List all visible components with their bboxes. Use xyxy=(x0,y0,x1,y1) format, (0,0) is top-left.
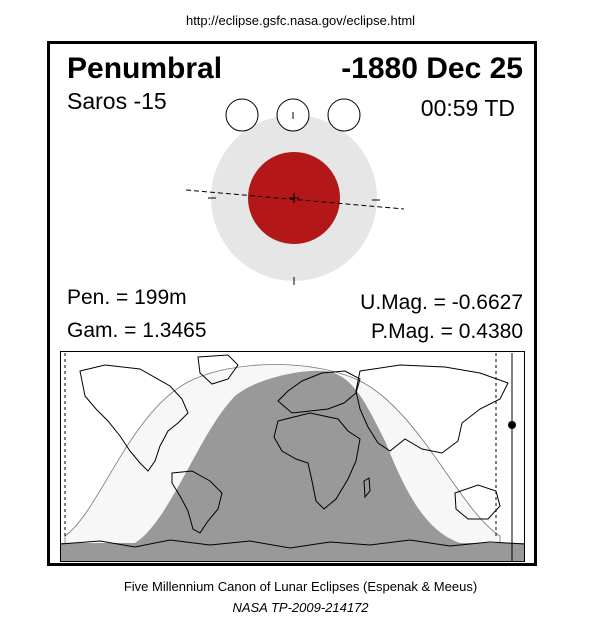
antarctica-outline xyxy=(60,539,525,549)
north-america-outline xyxy=(79,364,189,472)
south-america-outline xyxy=(171,470,223,534)
greenland-outline xyxy=(197,354,239,385)
source-url[interactable]: http://eclipse.gsfc.nasa.gov/eclipse.htm… xyxy=(185,13,416,28)
moon-first-contact xyxy=(225,98,259,132)
eclipse-visible-zone xyxy=(60,370,525,562)
nasa-publication-id: NASA TP-2009-214172 xyxy=(232,600,369,615)
moon-last-contact xyxy=(327,98,361,132)
visibility-world-map xyxy=(60,351,525,562)
penumbral-duration: Pen. = 199m xyxy=(67,286,187,309)
eclipse-date: -1880 Dec 25 xyxy=(341,52,523,85)
saros-number: Saros -15 xyxy=(67,88,167,114)
eclipse-frame xyxy=(47,41,537,566)
madagascar-outline xyxy=(363,477,371,499)
australia-outline xyxy=(454,484,501,520)
greatest-eclipse-time: 00:59 TD xyxy=(420,95,515,121)
eclipse-type: Penumbral xyxy=(67,52,223,85)
moon-path-line xyxy=(185,189,405,210)
europe-outline xyxy=(277,370,361,414)
africa-outline xyxy=(273,412,361,510)
asia-outline xyxy=(355,364,509,454)
canon-credit: Five Millennium Canon of Lunar Eclipses … xyxy=(123,579,478,594)
map-border xyxy=(60,351,525,562)
penumbral-magnitude: P.Mag. = 0.4380 xyxy=(371,320,523,343)
umbral-magnitude: U.Mag. = -0.6627 xyxy=(360,291,523,314)
gamma-value: Gam. = 1.3465 xyxy=(67,319,207,342)
sub-lunar-point xyxy=(508,421,516,429)
